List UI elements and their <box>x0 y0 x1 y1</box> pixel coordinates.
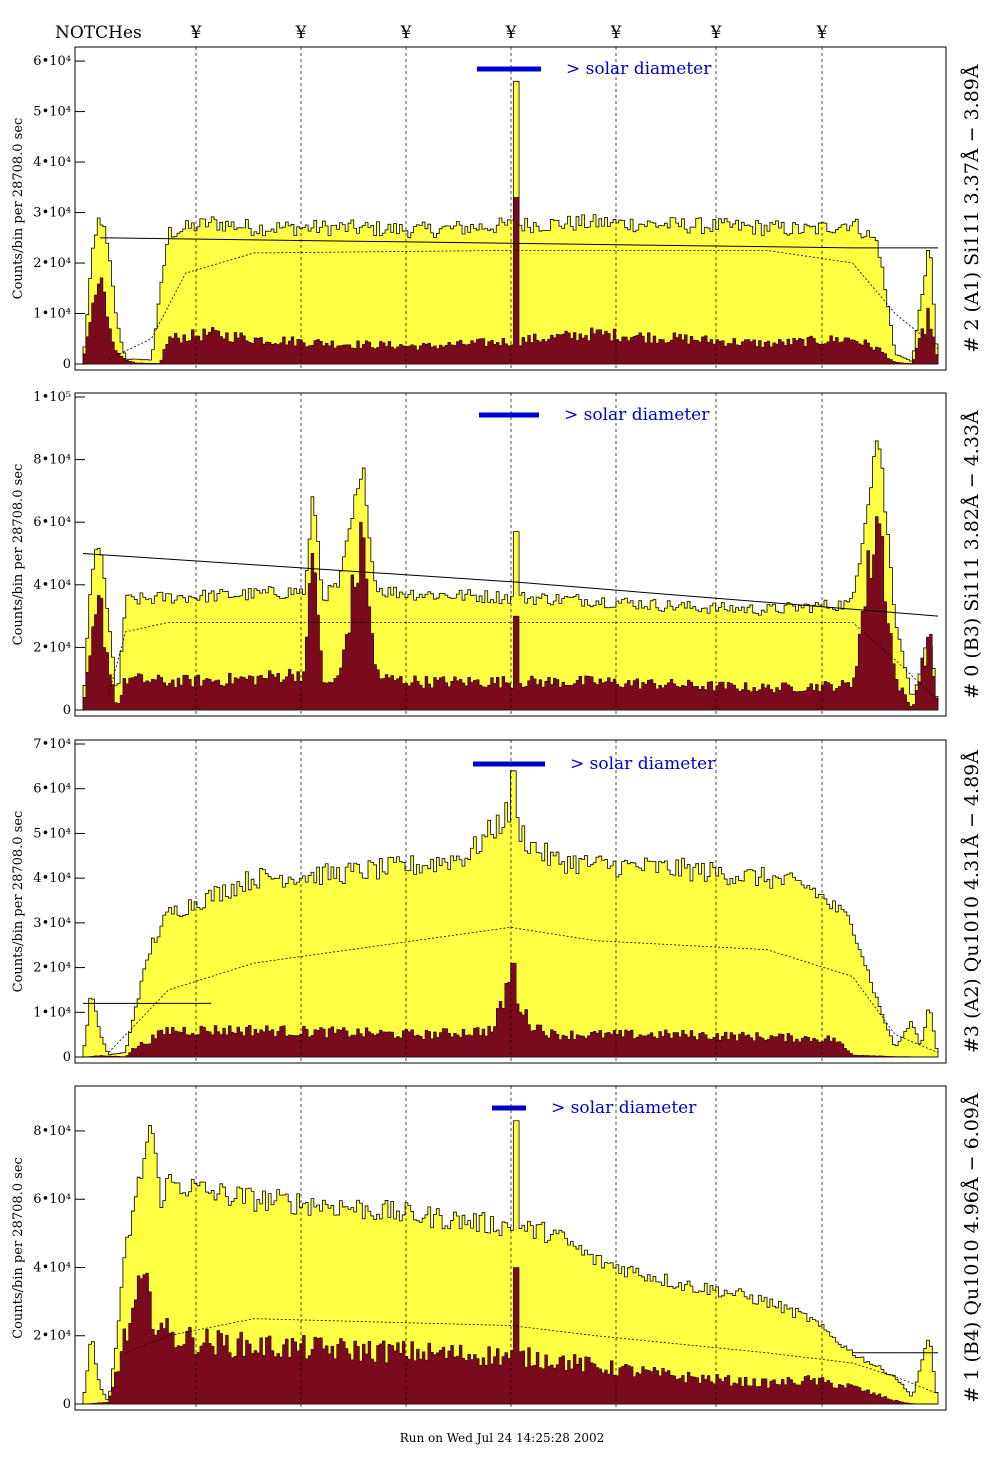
detector-label: #3 (A2) Qu1010 4.31Å − 4.89Å <box>961 750 983 1053</box>
chart-panel: 0 1•10⁴ 2•10⁴ 3•10⁴ 4•10⁴ 5•10⁴ 6•10⁴ 7•10⁴ Coun… <box>11 737 983 1065</box>
y-tick-label: 4•10⁴ <box>33 1260 71 1275</box>
y-axis-label: Counts/bin per 28708.0 sec <box>11 464 26 646</box>
total-counts-histogram <box>82 440 939 711</box>
y-tick-label: 0 <box>63 1050 71 1065</box>
y-axis-label: Counts/bin per 28708.0 sec <box>11 118 26 300</box>
y-tick-label: 1•10⁵ <box>33 390 71 405</box>
total-counts-histogram <box>82 770 939 1058</box>
y-tick-label: 4•10⁴ <box>33 155 71 170</box>
solar-diameter-label: > solar diameter <box>566 59 712 79</box>
notch-marker: ¥ <box>190 23 202 43</box>
chart-panel: 0 2•10⁴ 4•10⁴ 6•10⁴ 8•10⁴ Counts/bin per 2870… <box>11 1085 983 1412</box>
total-counts-histogram <box>82 1120 939 1405</box>
y-tick-label: 8•10⁴ <box>33 1124 71 1139</box>
model-curve <box>108 621 939 701</box>
solar-diameter-label: > solar diameter <box>570 754 716 774</box>
y-tick-label: 3•10⁴ <box>33 916 71 931</box>
solar-diameter-label: > solar diameter <box>564 405 710 425</box>
y-tick-label: 1•10⁴ <box>33 1005 71 1020</box>
y-tick-label: 0 <box>63 703 71 718</box>
panels: 0 1•10⁴ 2•10⁴ 3•10⁴ 4•10⁴ 5•10⁴ 6•10⁴ Counts/bi… <box>11 46 983 1412</box>
detector-label: # 2 (A1) Si111 3.37Å − 3.89Å <box>961 64 983 352</box>
y-tick-label: 6•10⁴ <box>33 782 71 797</box>
y-tick-label: 2•10⁴ <box>33 640 71 655</box>
notches-label: NOTCHes <box>55 23 142 43</box>
y-axis-label: Counts/bin per 28708.0 sec <box>11 1157 26 1339</box>
detector-label: # 1 (B4) Qu1010 4.96Å − 6.09Å <box>961 1093 983 1403</box>
y-axis-label: Counts/bin per 28708.0 sec <box>11 811 26 993</box>
y-tick-label: 2•10⁴ <box>33 256 71 271</box>
subtracted-counts-histogram <box>82 197 939 365</box>
y-tick-label: 5•10⁴ <box>33 826 71 841</box>
solar-diameter-label: > solar diameter <box>551 1098 697 1118</box>
fit-line <box>100 237 938 249</box>
notch-marker: ¥ <box>505 23 517 43</box>
total-counts-histogram <box>82 80 939 365</box>
notch-marker: ¥ <box>710 23 722 43</box>
run-timestamp: Run on Wed Jul 24 14:25:28 2002 <box>400 1431 605 1445</box>
chart-panel: 0 1•10⁴ 2•10⁴ 3•10⁴ 4•10⁴ 5•10⁴ 6•10⁴ Counts/bi… <box>11 46 983 372</box>
model-curve <box>108 926 939 1053</box>
subtracted-counts-histogram <box>82 962 939 1058</box>
notch-marker: ¥ <box>295 23 307 43</box>
fit-line <box>82 553 939 617</box>
y-tick-label: 0 <box>63 357 71 372</box>
y-tick-label: 3•10⁴ <box>33 206 71 221</box>
notch-marker: ¥ <box>610 23 622 43</box>
chart-panel: 0 2•10⁴ 4•10⁴ 6•10⁴ 8•10⁴ 1•10⁵ Counts/bin per… <box>11 390 983 718</box>
y-tick-label: 5•10⁴ <box>33 105 71 120</box>
y-tick-label: 6•10⁴ <box>33 1192 71 1207</box>
detector-label: # 0 (B3) Si111 3.82Å − 4.33Å <box>961 410 983 699</box>
y-tick-label: 8•10⁴ <box>33 453 71 468</box>
y-tick-label: 6•10⁴ <box>33 54 71 69</box>
y-tick-label: 2•10⁴ <box>33 1329 71 1344</box>
model-curve <box>108 250 939 360</box>
y-tick-label: 4•10⁴ <box>33 578 71 593</box>
y-tick-label: 6•10⁴ <box>33 515 71 530</box>
notch-markers: ¥ ¥ ¥ ¥ ¥ ¥ ¥ <box>190 23 828 43</box>
y-tick-label: 1•10⁴ <box>33 307 71 322</box>
y-tick-label: 4•10⁴ <box>33 871 71 886</box>
y-tick-label: 0 <box>63 1397 71 1412</box>
y-tick-label: 7•10⁴ <box>33 737 71 752</box>
notch-marker: ¥ <box>400 23 412 43</box>
subtracted-counts-histogram <box>82 1267 939 1405</box>
y-tick-label: 2•10⁴ <box>33 961 71 976</box>
subtracted-counts-histogram <box>82 516 939 711</box>
notch-marker: ¥ <box>816 23 828 43</box>
